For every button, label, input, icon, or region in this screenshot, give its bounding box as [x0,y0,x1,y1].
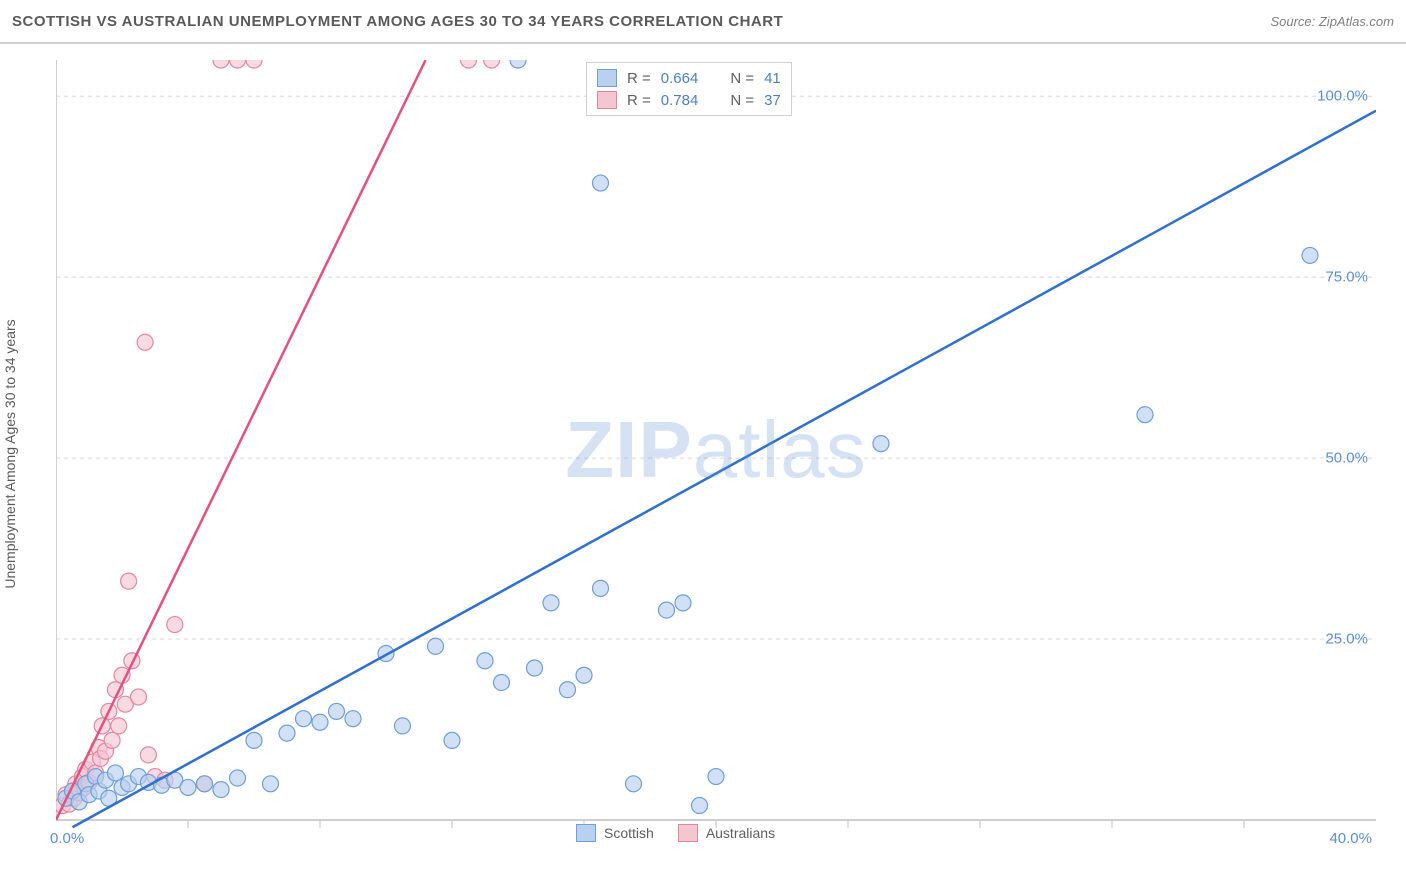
source-name: ZipAtlas.com [1319,14,1394,29]
australians-point [167,617,183,633]
australians-point [104,732,120,748]
scottish-point [329,703,345,719]
chart-title: SCOTTISH VS AUSTRALIAN UNEMPLOYMENT AMON… [12,13,783,30]
australians-point [140,747,156,763]
australians-swatch [597,91,617,109]
scottish-point [345,711,361,727]
x-max-label: 40.0% [1329,830,1372,847]
y-tick-label: 25.0% [1325,631,1368,648]
australians-point [246,60,262,68]
australians-point [121,573,137,589]
n-value: 37 [764,92,781,109]
scottish-point [477,653,493,669]
n-label: N = [730,70,754,87]
scottish-point [395,718,411,734]
scatter-chart [56,60,1376,840]
australians-swatch [678,824,698,842]
scottish-point [296,711,312,727]
scottish-point [576,667,592,683]
scottish-point [626,776,642,792]
title-bar: SCOTTISH VS AUSTRALIAN UNEMPLOYMENT AMON… [0,0,1406,44]
scottish-point [279,725,295,741]
r-value: 0.784 [661,92,699,109]
scottish-point [107,765,123,781]
y-tick-label: 100.0% [1317,88,1368,105]
scottish-point [444,732,460,748]
australians-point [484,60,500,68]
scottish-swatch [576,824,596,842]
x-origin-label: 0.0% [50,830,84,847]
y-tick-label: 50.0% [1325,450,1368,467]
scottish-point [1137,407,1153,423]
scottish-point [1302,247,1318,263]
scottish-point [543,595,559,611]
y-axis-label: Unemployment Among Ages 30 to 34 years [2,319,18,588]
scottish-point [527,660,543,676]
stats-legend: R = 0.664 N = 41 R = 0.784 N = 37 [586,62,792,116]
australians-point [230,60,246,68]
y-tick-label: 75.0% [1325,269,1368,286]
scottish-point [692,798,708,814]
source-prefix: Source: [1270,14,1318,29]
series-legend: Scottish Australians [576,824,775,842]
scottish-point [510,60,526,68]
scottish-swatch [597,69,617,87]
australians-point [131,689,147,705]
legend-label: Scottish [604,825,654,841]
legend-label: Australians [706,825,775,841]
source-attribution: Source: ZipAtlas.com [1270,14,1394,29]
australians-point [461,60,477,68]
r-value: 0.664 [661,70,699,87]
scottish-point [213,782,229,798]
scottish-point [230,770,246,786]
legend-item-australians: Australians [678,824,775,842]
scottish-trendline [73,111,1377,828]
plot-area: ZIPatlas R =0.664N =41R =0.784N =37 Scot… [56,60,1376,840]
scottish-point [180,779,196,795]
n-label: N = [730,92,754,109]
australians-point [137,334,153,350]
australians-point [213,60,229,68]
scottish-point [246,732,262,748]
stats-row-australians: R = 0.784 N = 37 [597,89,781,111]
n-value: 41 [764,70,781,87]
scottish-point [197,776,213,792]
legend-item-scottish: Scottish [576,824,654,842]
australians-point [111,718,127,734]
scottish-point [708,769,724,785]
australians-trendline [56,60,426,820]
scottish-point [873,436,889,452]
scottish-point [263,776,279,792]
r-label: R = [627,92,651,109]
scottish-point [659,602,675,618]
scottish-point [428,638,444,654]
scottish-point [560,682,576,698]
scottish-point [312,714,328,730]
scottish-point [494,674,510,690]
stats-row-scottish: R = 0.664 N = 41 [597,67,781,89]
scottish-point [593,580,609,596]
scottish-point [675,595,691,611]
r-label: R = [627,70,651,87]
scottish-point [593,175,609,191]
